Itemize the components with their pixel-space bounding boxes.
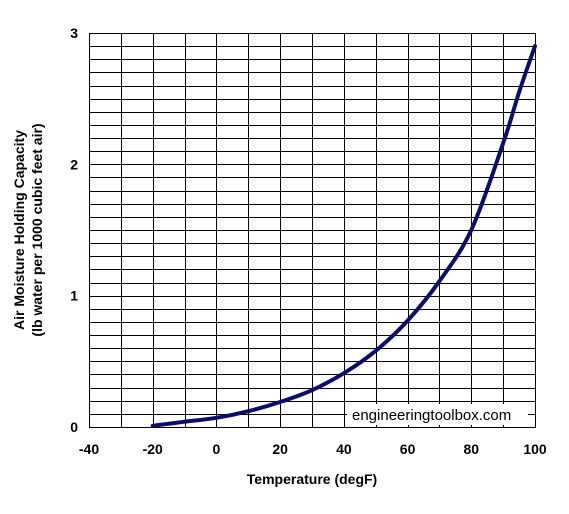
x-axis-label: Temperature (degF) <box>247 471 377 487</box>
y-axis-label-line2: (lb water per 1000 cubic feet air) <box>29 123 45 336</box>
y-tick-label: 3 <box>70 25 78 41</box>
plot-border <box>89 33 536 428</box>
y-tick-label: 0 <box>70 419 78 435</box>
watermark-background <box>347 404 528 425</box>
grid <box>89 33 536 428</box>
x-tick-label: 0 <box>213 441 221 457</box>
y-tick-labels: 0 1 2 3 <box>70 25 78 435</box>
x-tick-label: 20 <box>272 441 288 457</box>
x-tick-label: -40 <box>79 441 99 457</box>
x-tick-label: 80 <box>463 441 479 457</box>
y-tick-label: 2 <box>70 156 78 172</box>
x-tick-label: 60 <box>400 441 416 457</box>
series-line <box>150 44 537 428</box>
y-tick-label: 1 <box>70 288 78 304</box>
watermark-text: engineeringtoolbox.com <box>352 407 511 424</box>
y-axis-label-line1: Air Moisture Holding Capacity <box>11 130 27 330</box>
x-tick-labels: -40 -20 0 20 40 60 80 100 <box>79 441 547 457</box>
x-tick-label: 40 <box>336 441 352 457</box>
x-tick-label: 100 <box>523 441 547 457</box>
series-group <box>150 44 537 428</box>
x-tick-label: -20 <box>143 441 163 457</box>
